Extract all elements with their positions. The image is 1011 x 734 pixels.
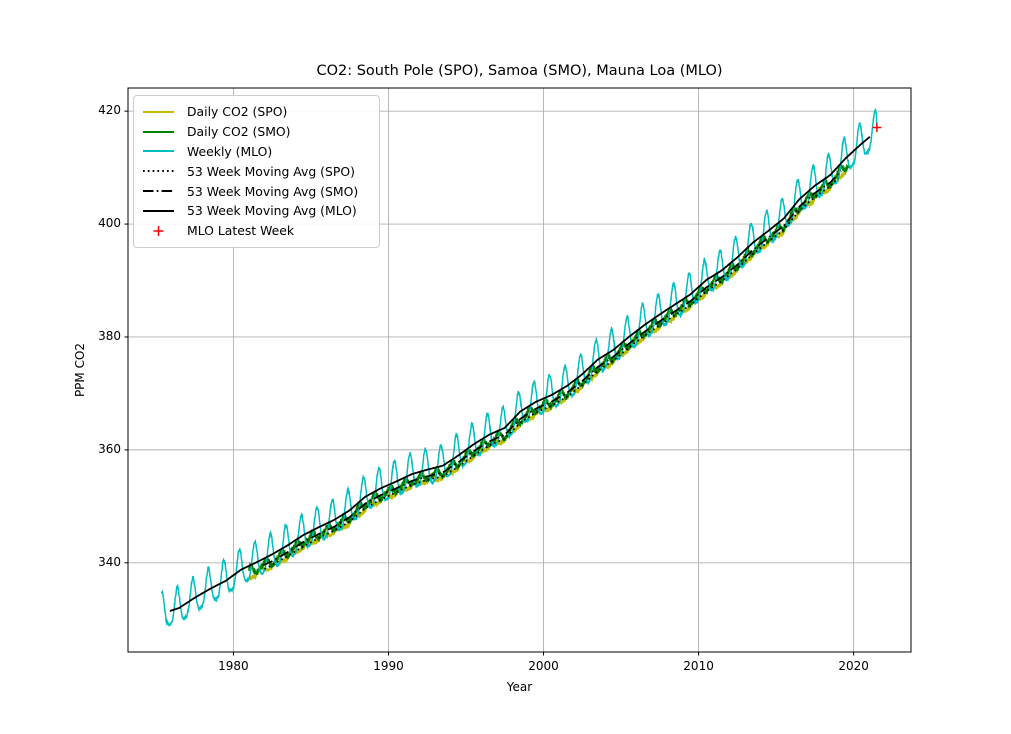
y-tick-label-400: 400 bbox=[98, 216, 121, 231]
y-tick-label-380: 380 bbox=[98, 328, 121, 343]
legend-item-ma-mlo: 53 Week Moving Avg (MLO) bbox=[142, 201, 371, 221]
y-tick-label-340: 340 bbox=[98, 554, 121, 569]
legend-label-ma-mlo: 53 Week Moving Avg (MLO) bbox=[187, 203, 357, 219]
y-tick-label-420: 420 bbox=[98, 103, 121, 118]
plus-marker-icon bbox=[153, 225, 164, 236]
mlo-line-sample-icon bbox=[143, 150, 174, 153]
legend-item-ma-smo: 53 Week Moving Avg (SMO) bbox=[142, 181, 371, 201]
solid-line-sample-icon bbox=[143, 209, 174, 212]
x-tick-label-2010: 2010 bbox=[683, 659, 714, 673]
plot-frame bbox=[127, 87, 912, 653]
legend-item-mlo-latest-week: MLO Latest Week bbox=[142, 221, 371, 241]
legend-item-ma-spo: 53 Week Moving Avg (SPO) bbox=[142, 161, 371, 181]
x-tick-label-2020: 2020 bbox=[838, 659, 869, 673]
series-53-week-moving-avg-smo bbox=[262, 170, 842, 567]
dashdot-line-sample-icon bbox=[143, 190, 174, 193]
mlo-latest-week-marker bbox=[872, 123, 882, 133]
series-53-week-moving-avg-mlo bbox=[169, 136, 871, 612]
series-weekly-mlo bbox=[160, 107, 878, 627]
series-53-week-moving-avg-spo bbox=[264, 177, 839, 570]
data-series-group bbox=[160, 107, 878, 627]
spo-line-sample-icon bbox=[143, 110, 174, 113]
legend-label-daily-smo: Daily CO2 (SMO) bbox=[187, 124, 291, 140]
chart-title: CO2: South Pole (SPO), Samoa (SMO), Maun… bbox=[316, 63, 723, 79]
legend-item-daily-smo: Daily CO2 (SMO) bbox=[142, 122, 371, 142]
x-axis-label: Year bbox=[506, 680, 533, 694]
y-tick-label-360: 360 bbox=[98, 441, 121, 456]
legend-label-ma-smo: 53 Week Moving Avg (SMO) bbox=[187, 183, 359, 199]
x-tick-label-2000: 2000 bbox=[528, 659, 559, 673]
x-tick-label-1980: 1980 bbox=[218, 659, 249, 673]
y-axis-label: PPM CO2 bbox=[73, 342, 87, 398]
legend: Daily CO2 (SPO) Daily CO2 (SMO) Weekly (… bbox=[133, 95, 380, 248]
x-tick-label-1990: 1990 bbox=[373, 659, 404, 673]
legend-label-daily-spo: Daily CO2 (SPO) bbox=[187, 104, 288, 120]
legend-label-weekly-mlo: Weekly (MLO) bbox=[187, 143, 273, 159]
legend-label-ma-spo: 53 Week Moving Avg (SPO) bbox=[187, 163, 355, 179]
legend-item-weekly-mlo: Weekly (MLO) bbox=[142, 142, 371, 162]
legend-label-mlo-latest-week: MLO Latest Week bbox=[187, 223, 295, 239]
dotted-line-sample-icon bbox=[143, 170, 174, 173]
legend-item-daily-spo: Daily CO2 (SPO) bbox=[142, 102, 371, 122]
smo-line-sample-icon bbox=[143, 130, 174, 133]
